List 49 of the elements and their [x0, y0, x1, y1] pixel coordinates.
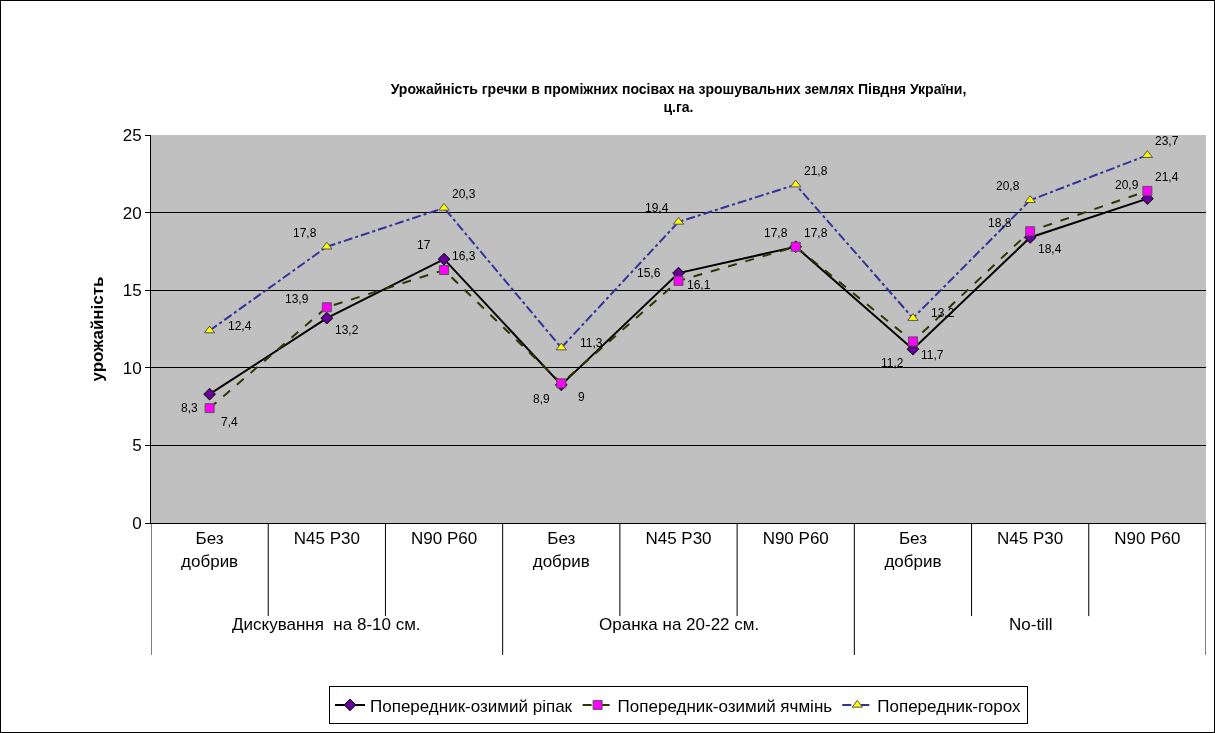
data-label: 18,8 [988, 216, 1012, 230]
y-tick-label: 20 [122, 203, 142, 223]
data-label: 8,3 [181, 401, 199, 415]
chart-title: Урожайність гречки в проміжних посівах на зрошувальних землях Півдня України, ц.га. [390, 80, 967, 116]
x-tick-label: Без добрив [532, 529, 590, 571]
data-label: 20,9 [1115, 178, 1139, 192]
legend-label: Попередник-озимий ячмінь [617, 696, 833, 716]
data-label: 11,7 [921, 348, 944, 362]
data-label: 13,2 [335, 323, 359, 337]
data-label: 11,2 [881, 356, 904, 370]
data-label: 8,9 [533, 392, 551, 406]
y-tick-label: 25 [122, 125, 142, 145]
x-tick-label: N45 P30 [997, 529, 1064, 549]
data-label: 13,9 [285, 292, 309, 306]
legend-label: Попередник-горох [877, 696, 1022, 716]
x-tick-label: N90 P60 [762, 529, 829, 549]
x-tick-label: N90 P60 [410, 529, 478, 549]
data-label: 17,8 [764, 226, 788, 240]
data-label: 17,8 [804, 226, 828, 240]
data-label: 12,4 [228, 319, 252, 333]
x-tick-label: Без добрив [181, 529, 239, 571]
legend-label: Попередник-озимий ріпак [370, 696, 573, 716]
y-tick-label: 10 [122, 358, 142, 378]
data-label: 21,8 [804, 164, 828, 178]
x-tick-label: N45 P30 [645, 529, 712, 549]
text: No-till [1009, 615, 1053, 634]
data-label: 16,1 [687, 278, 711, 292]
text: Дискування на 8-10 см. [232, 615, 421, 634]
data-label: 17,8 [293, 226, 317, 240]
data-label: 20,3 [452, 187, 476, 201]
data-label: 9 [578, 390, 585, 404]
data-label: 17 [417, 238, 431, 252]
data-label: 19,4 [645, 201, 669, 215]
data-label: 16,3 [452, 249, 476, 263]
y-tick-label: 0 [132, 513, 142, 533]
data-label: 21,4 [1155, 170, 1179, 184]
data-label: 15,6 [637, 266, 661, 280]
data-label: 20,8 [996, 179, 1020, 193]
data-label: 7,4 [221, 415, 239, 429]
x-tick-label: N90 P60 [1114, 529, 1181, 549]
y-tick-label: 15 [122, 281, 142, 301]
data-label: 11,3 [580, 336, 603, 350]
data-label: 18,4 [1038, 242, 1062, 256]
y-tick-label: 5 [132, 436, 142, 456]
x-tick-label: Без добрив [884, 529, 942, 571]
y-axis-title: урожайність [88, 276, 108, 382]
x-tick-label: N45 P30 [293, 529, 360, 549]
text: Оранка на 20-22 см. [599, 615, 760, 634]
data-label: 23,7 [1155, 134, 1179, 148]
